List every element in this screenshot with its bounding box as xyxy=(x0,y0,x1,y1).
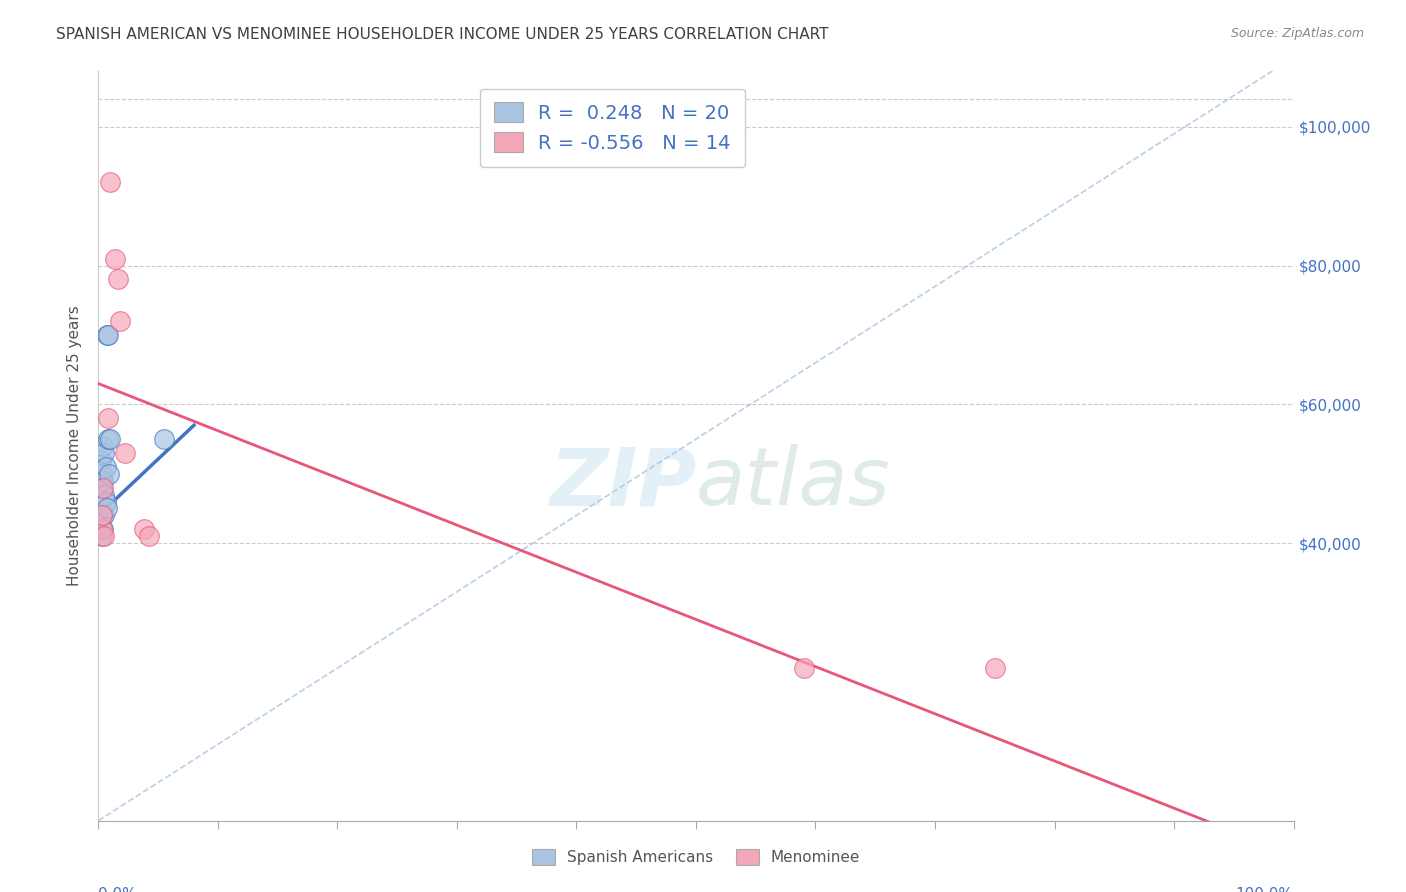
Text: ZIP: ZIP xyxy=(548,444,696,523)
Point xyxy=(108,314,131,328)
Point xyxy=(97,432,120,446)
Point xyxy=(132,522,155,536)
Point xyxy=(96,501,118,516)
Point xyxy=(93,446,115,460)
Point xyxy=(104,252,127,266)
Point xyxy=(94,459,117,474)
Point xyxy=(793,661,815,675)
Point xyxy=(91,467,114,481)
Point xyxy=(90,453,112,467)
Point xyxy=(153,432,176,446)
Text: 0.0%: 0.0% xyxy=(98,887,138,892)
Point xyxy=(91,522,114,536)
Point xyxy=(91,481,114,495)
Point xyxy=(96,328,118,343)
Point xyxy=(97,328,120,343)
Point xyxy=(93,508,115,523)
Point xyxy=(98,467,121,481)
Y-axis label: Householder Income Under 25 years: Householder Income Under 25 years xyxy=(67,306,83,586)
Point xyxy=(98,175,122,189)
Point xyxy=(91,481,114,495)
Text: atlas: atlas xyxy=(696,444,891,523)
Point xyxy=(91,508,114,523)
Point xyxy=(107,272,129,286)
Point xyxy=(984,661,1007,675)
Point xyxy=(93,529,115,543)
Point xyxy=(91,474,114,488)
Point xyxy=(93,487,115,501)
Text: Source: ZipAtlas.com: Source: ZipAtlas.com xyxy=(1230,27,1364,40)
Text: 100.0%: 100.0% xyxy=(1236,887,1294,892)
Point xyxy=(94,494,117,508)
Point xyxy=(97,411,120,425)
Text: SPANISH AMERICAN VS MENOMINEE HOUSEHOLDER INCOME UNDER 25 YEARS CORRELATION CHAR: SPANISH AMERICAN VS MENOMINEE HOUSEHOLDE… xyxy=(56,27,828,42)
Point xyxy=(91,508,114,523)
Point xyxy=(98,432,122,446)
Point xyxy=(114,446,136,460)
Point xyxy=(138,529,160,543)
Point xyxy=(91,529,114,543)
Point xyxy=(91,439,114,453)
Legend: Spanish Americans, Menominee: Spanish Americans, Menominee xyxy=(524,842,868,873)
Point xyxy=(91,522,114,536)
